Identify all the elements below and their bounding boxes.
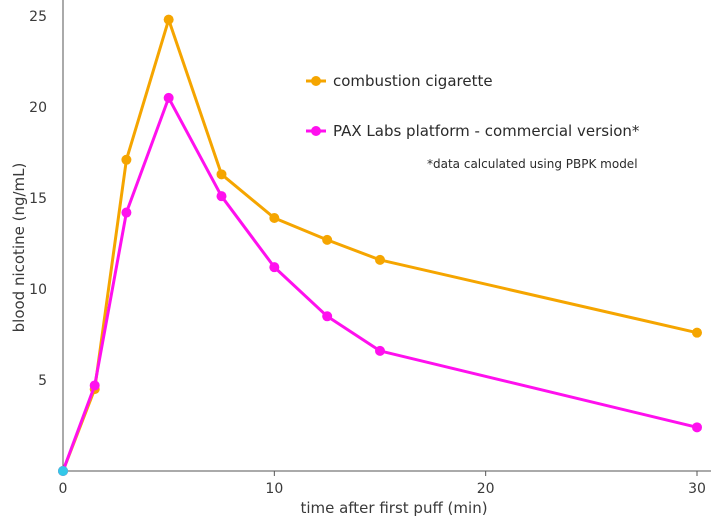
x-axis-title: time after first puff (min) [300,499,487,517]
y-tick-label: 25 [29,9,47,25]
data-point [163,14,174,25]
x-tick-label: 30 [688,481,706,497]
series [58,14,702,476]
data-point [692,327,702,338]
data-point [121,207,132,218]
data-point [322,311,333,322]
y-tick-label: 15 [29,191,47,207]
series-line [61,96,698,472]
data-point [89,380,100,391]
data-point [322,234,333,245]
y-tick-label: 10 [29,282,47,298]
data-point [269,213,280,224]
legend-item: PAX Labs platform - commercial version* [306,122,640,140]
legend: combustion cigarette PAX Labs platform - … [306,72,640,140]
data-point [375,345,385,356]
data-point [692,422,702,433]
data-point [269,262,280,273]
x-tick-label: 20 [477,481,495,497]
data-point [375,254,385,265]
legend-item: combustion cigarette [306,72,493,90]
y-tick-label: 5 [38,373,47,389]
series-pax [58,92,702,476]
legend-swatch-marker [311,126,321,136]
legend-label: combustion cigarette [333,72,493,90]
y-tick-label: 20 [29,100,47,116]
origin-point [58,466,68,476]
x-tick-label: 10 [265,481,283,497]
x-tick-label: 0 [59,481,68,497]
legend-label: PAX Labs platform - commercial version* [333,122,640,140]
data-point [163,92,174,103]
y-axis-title: blood nicotine (ng/mL) [10,163,28,333]
legend-swatch-marker [311,76,321,86]
data-point [121,154,132,165]
data-point [216,191,227,202]
axes [62,0,711,472]
model-note: *data calculated using PBPK model [427,157,638,171]
data-point [216,169,227,180]
ticks: 0 10 20 30 5 10 15 20 25 [29,9,706,497]
